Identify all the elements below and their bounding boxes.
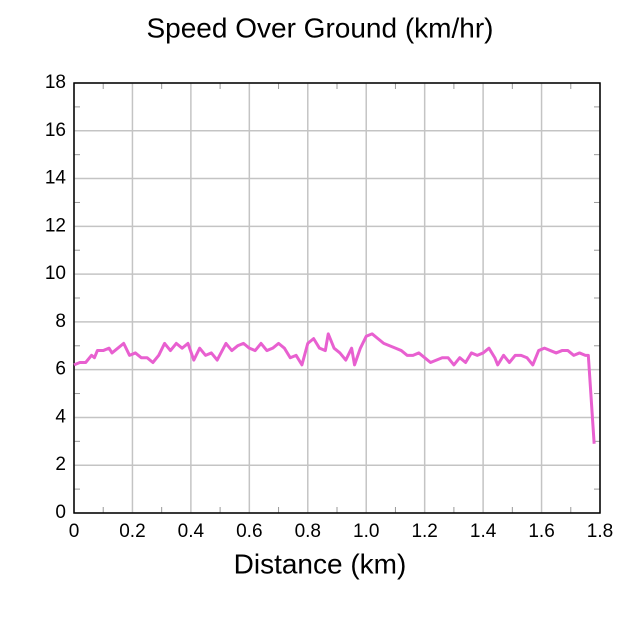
y-tick-label: 18 xyxy=(45,72,66,93)
x-tick-label: 0.8 xyxy=(295,521,321,542)
y-tick-label: 0 xyxy=(55,502,66,523)
x-tick-label: 0.6 xyxy=(236,521,262,542)
y-tick-label: 2 xyxy=(55,454,66,475)
y-tick-label: 10 xyxy=(45,263,66,284)
x-tick-label: 0.4 xyxy=(178,521,205,542)
plot-frame xyxy=(73,82,601,514)
x-tick-label: 1.8 xyxy=(587,521,613,542)
y-tick-label: 14 xyxy=(45,168,67,189)
x-axis-label: Distance (km) xyxy=(234,548,407,579)
x-tick-label: 1.2 xyxy=(411,521,437,542)
x-tick-label: 0 xyxy=(69,521,80,542)
y-tick-label: 4 xyxy=(55,406,66,427)
line-series xyxy=(73,332,596,444)
x-tick-label: 1.0 xyxy=(353,521,379,542)
y-tick-label: 8 xyxy=(55,311,66,332)
y-tick-label: 12 xyxy=(45,215,66,236)
x-tick-label: 1.6 xyxy=(528,521,554,542)
chart-title: Speed Over Ground (km/hr) xyxy=(146,12,493,43)
x-tick-label: 0.2 xyxy=(119,521,145,542)
y-tick-label: 6 xyxy=(55,359,66,380)
x-tick-label: 1.4 xyxy=(470,521,497,542)
y-tick-label: 16 xyxy=(45,120,66,141)
